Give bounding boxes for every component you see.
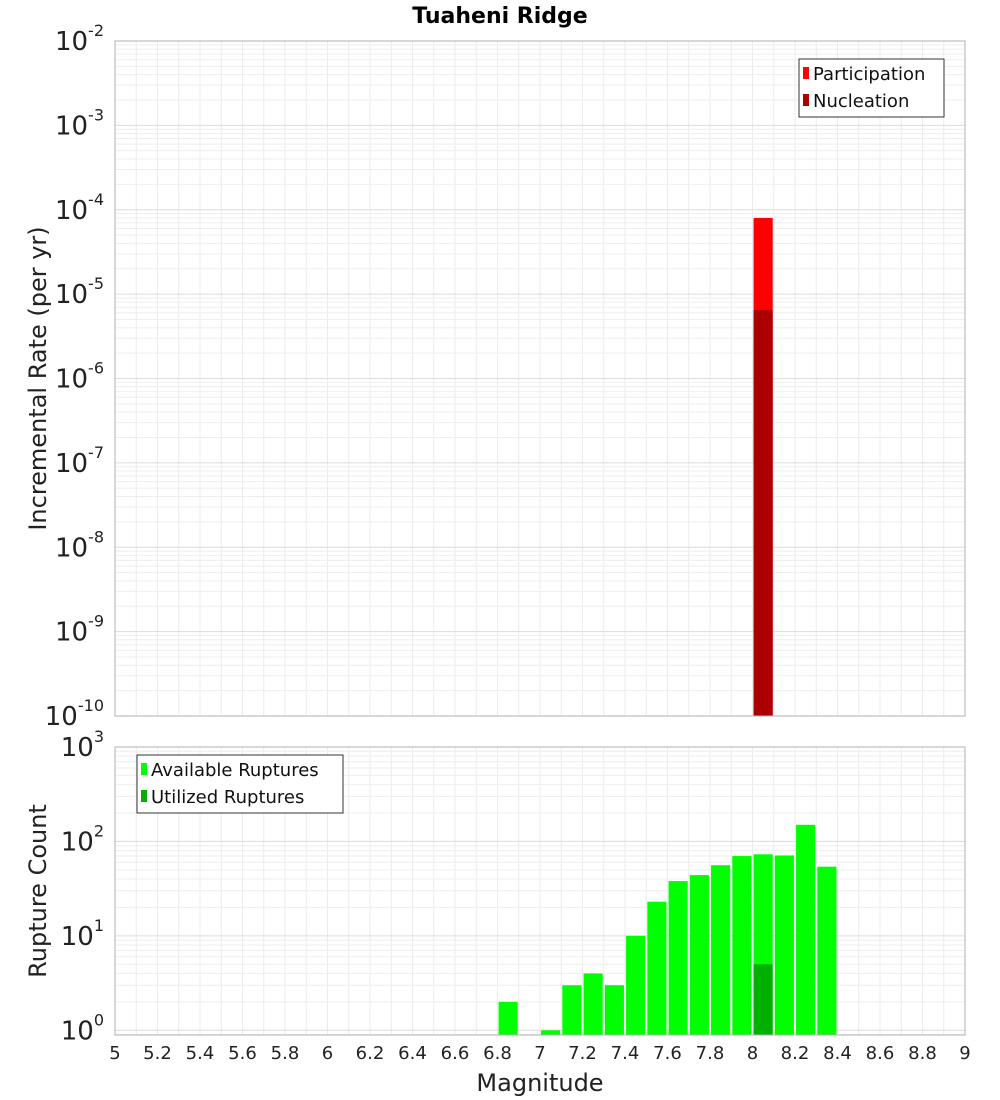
y-tick-base: 10 [55, 280, 88, 310]
bar-nucleation [753, 309, 773, 716]
legend-entry: Available Ruptures [151, 760, 319, 781]
y-tick-base: 10 [55, 196, 88, 226]
y-tick-label: 103 [61, 727, 104, 763]
y-tick-label: 10-6 [55, 359, 104, 395]
bar-available-ruptures [732, 856, 752, 1035]
y-tick-exponent: -6 [88, 359, 104, 378]
x-tick-label: 8.8 [908, 1043, 937, 1064]
bar-available-ruptures [711, 865, 731, 1035]
bar-available-ruptures [774, 855, 794, 1035]
legend-entry: Nucleation [813, 91, 909, 112]
y-tick-exponent: 2 [94, 821, 104, 840]
x-tick-label: 5 [109, 1043, 120, 1064]
x-tick-label: 9 [959, 1043, 970, 1064]
plot-frame [114, 746, 966, 1036]
y-tick-exponent: -3 [88, 105, 104, 124]
legend-swatch [141, 790, 147, 802]
x-tick-label: 7.4 [611, 1043, 640, 1064]
y-tick-base: 10 [61, 827, 94, 857]
bar-available-ruptures [647, 901, 667, 1035]
panel-1: 10-1010-910-810-710-610-510-410-310-2Inc… [24, 21, 966, 732]
legend: Participation Nucleation [798, 58, 945, 118]
y-tick-exponent: -10 [78, 696, 104, 715]
bar-available-ruptures [626, 935, 646, 1035]
x-tick-label: 8.4 [823, 1043, 852, 1064]
plot-area: 10-1010-910-810-710-610-510-410-310-2Inc… [24, 21, 971, 1064]
x-tick-label: 6.4 [398, 1043, 427, 1064]
y-tick-base: 10 [55, 449, 88, 479]
x-tick-label: 5.6 [228, 1043, 257, 1064]
y-tick-base: 10 [61, 1016, 94, 1046]
legend-entry: Participation [813, 64, 925, 85]
legend: Available Ruptures Utilized Ruptures [136, 754, 344, 814]
x-tick-label: 6.6 [441, 1043, 470, 1064]
y-tick-label: 10-10 [45, 696, 104, 732]
bar-utilized-ruptures [753, 964, 773, 1035]
x-tick-label: 7 [534, 1043, 545, 1064]
x-tick-label: 7.2 [568, 1043, 597, 1064]
y-tick-label: 10-7 [55, 443, 104, 479]
x-tick-label: 8.6 [866, 1043, 895, 1064]
y-tick-label: 10-2 [55, 21, 104, 57]
legend-swatch [803, 94, 809, 106]
legend-swatch [141, 763, 147, 775]
x-tick-label: 8.2 [781, 1043, 810, 1064]
x-tick-label: 6 [322, 1043, 333, 1064]
legend-swatch [803, 67, 809, 79]
y-tick-base: 10 [55, 365, 88, 395]
y-tick-base: 10 [55, 27, 88, 57]
y-tick-exponent: -7 [88, 443, 104, 462]
bar-available-ruptures [668, 881, 688, 1035]
x-tick-label: 5.8 [271, 1043, 300, 1064]
y-tick-label: 102 [61, 821, 104, 857]
y-axis-label: Incremental Rate (per yr) [24, 226, 52, 530]
y-tick-exponent: -2 [88, 21, 104, 40]
x-axis-label: Magnitude [476, 1069, 603, 1097]
y-tick-exponent: -9 [88, 612, 104, 631]
y-tick-label: 10-5 [55, 274, 104, 310]
y-tick-base: 10 [55, 111, 88, 141]
x-tick-label: 8 [747, 1043, 758, 1064]
y-tick-label: 10-9 [55, 612, 104, 648]
x-tick-label: 6.8 [483, 1043, 512, 1064]
y-tick-exponent: -5 [88, 274, 104, 293]
y-tick-exponent: -8 [88, 527, 104, 546]
y-tick-base: 10 [45, 702, 78, 732]
y-tick-base: 10 [55, 618, 88, 648]
bar-available-ruptures [583, 973, 603, 1035]
plot-frame [114, 40, 966, 717]
bar-available-ruptures [689, 875, 709, 1035]
legend-entry: Utilized Ruptures [151, 787, 304, 808]
x-tick-label: 6.2 [356, 1043, 385, 1064]
legend-box [798, 58, 945, 118]
y-tick-exponent: 0 [94, 1010, 104, 1029]
y-tick-base: 10 [61, 922, 94, 952]
y-tick-exponent: 3 [94, 727, 104, 746]
x-tick-label: 7.8 [696, 1043, 725, 1064]
bar-available-ruptures [498, 1001, 518, 1035]
y-tick-label: 10-4 [55, 190, 104, 226]
y-tick-label: 10-8 [55, 527, 104, 563]
bar-available-ruptures [817, 866, 837, 1035]
y-tick-base: 10 [55, 533, 88, 563]
y-tick-exponent: 1 [94, 916, 104, 935]
y-tick-label: 101 [61, 916, 104, 952]
y-axis-label: Rupture Count [24, 804, 52, 978]
y-tick-exponent: -4 [88, 190, 104, 209]
bar-available-ruptures [541, 1030, 561, 1035]
y-tick-base: 10 [61, 733, 94, 763]
bar-available-ruptures [796, 824, 816, 1035]
bar-available-ruptures [562, 985, 582, 1035]
bar-available-ruptures [604, 985, 624, 1035]
y-tick-label: 100 [61, 1010, 104, 1046]
chart-title: Tuaheni Ridge [412, 4, 587, 29]
y-tick-label: 10-3 [55, 105, 104, 141]
x-tick-label: 7.6 [653, 1043, 682, 1064]
x-tick-label: 5.4 [186, 1043, 215, 1064]
legend-box [136, 754, 344, 814]
x-tick-label: 5.2 [143, 1043, 172, 1064]
